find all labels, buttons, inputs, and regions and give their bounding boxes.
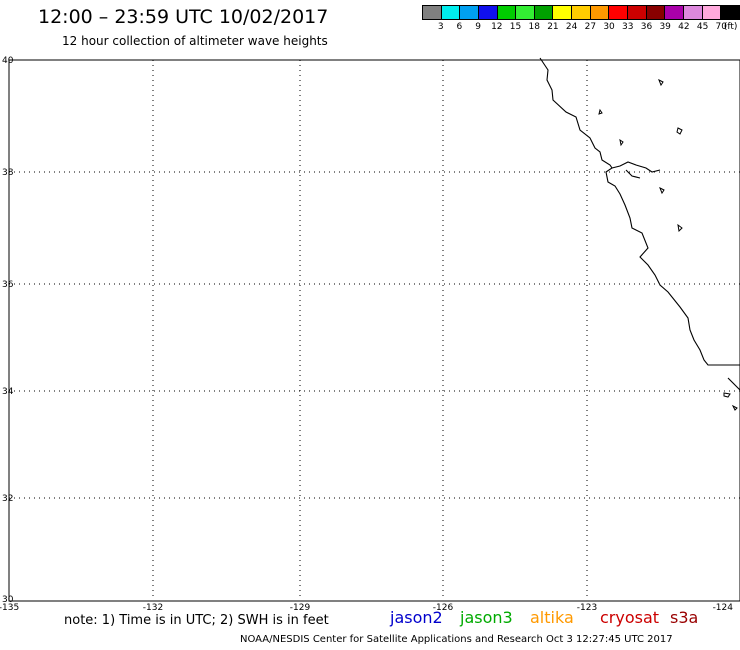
legend-altika: altika	[530, 608, 574, 627]
scale-label: 70	[715, 22, 728, 32]
coastline	[539, 57, 740, 391]
note-text: note: 1) Time is in UTC; 2) SWH is in fe…	[64, 613, 329, 628]
legend-jason2: jason2	[390, 608, 443, 627]
y-tick-label: 30	[2, 595, 14, 605]
scale-swatch	[646, 5, 666, 20]
scale-swatch	[534, 5, 554, 20]
x-tick-label: -126	[433, 603, 454, 613]
scale-swatch	[628, 5, 647, 20]
scale-swatch	[683, 5, 703, 20]
map-grid	[9, 60, 740, 600]
x-tick-label: -135	[0, 603, 19, 613]
scale-label: 12	[491, 22, 503, 32]
legend-jason3: jason3	[460, 608, 513, 627]
scale-swatch	[572, 5, 591, 20]
y-tick-label: 36	[2, 280, 14, 290]
legend-s3a: s3a	[670, 608, 699, 627]
socal-coastline	[727, 377, 740, 391]
scale-swatch	[516, 5, 535, 20]
scale-label: 45	[696, 22, 709, 32]
color-scale	[422, 5, 740, 20]
scale-label: 9	[475, 22, 481, 32]
credit-line: NOAA/NESDIS Center for Satellite Applica…	[240, 634, 673, 645]
scale-label: 15	[509, 22, 522, 32]
map-title: 12:00 – 23:59 UTC 10/02/2017	[38, 6, 329, 28]
scale-swatch	[478, 5, 498, 20]
scale-swatch	[497, 5, 517, 20]
x-tick-label: -124	[713, 603, 734, 613]
bay-outline	[611, 161, 661, 179]
scale-swatch	[553, 5, 573, 20]
color-scale-labels: 3 6 9 12 15 18 21 24 27 30 33 36 39 42 45 70 (ft)	[422, 22, 740, 34]
x-tick-label: -132	[143, 603, 163, 613]
scale-label: 18	[528, 22, 540, 32]
scale-label: 33	[622, 22, 634, 32]
x-tick-label: -129	[290, 603, 311, 613]
scale-label: 3	[437, 22, 444, 32]
scale-label: 6	[456, 22, 463, 32]
scale-swatch	[441, 5, 461, 20]
scale-label: 27	[584, 22, 597, 32]
map-subtitle: 12 hour collection of altimeter wave hei…	[62, 34, 328, 48]
scale-swatch	[702, 5, 722, 20]
scale-swatch	[422, 5, 442, 20]
y-tick-label: 34	[2, 387, 14, 397]
scale-swatch	[460, 5, 479, 20]
scale-label: 36	[640, 22, 653, 32]
legend-cryosat: cryosat	[600, 608, 660, 627]
california-coastline	[539, 57, 740, 366]
scale-swatch	[590, 5, 610, 20]
map-frame	[8, 59, 740, 602]
scale-swatch	[721, 5, 740, 20]
y-tick-label: 38	[2, 168, 14, 178]
y-tick-label: 32	[2, 494, 13, 504]
scale-label: 21	[547, 22, 559, 32]
scale-label: 30	[603, 22, 615, 32]
scale-label: 39	[659, 22, 671, 32]
y-tick-label: 40	[2, 56, 14, 66]
axis-tick-labels: -135 -132 -129 -126 -123 -124 40 38 36 34 32 30	[0, 56, 733, 613]
scale-swatch	[609, 5, 629, 20]
islands	[598, 78, 738, 411]
scale-label: (ft)	[723, 22, 738, 32]
scale-label: 42	[678, 22, 690, 32]
scale-swatch	[665, 5, 684, 20]
x-tick-label: -123	[577, 603, 597, 613]
scale-label: 24	[565, 22, 578, 32]
